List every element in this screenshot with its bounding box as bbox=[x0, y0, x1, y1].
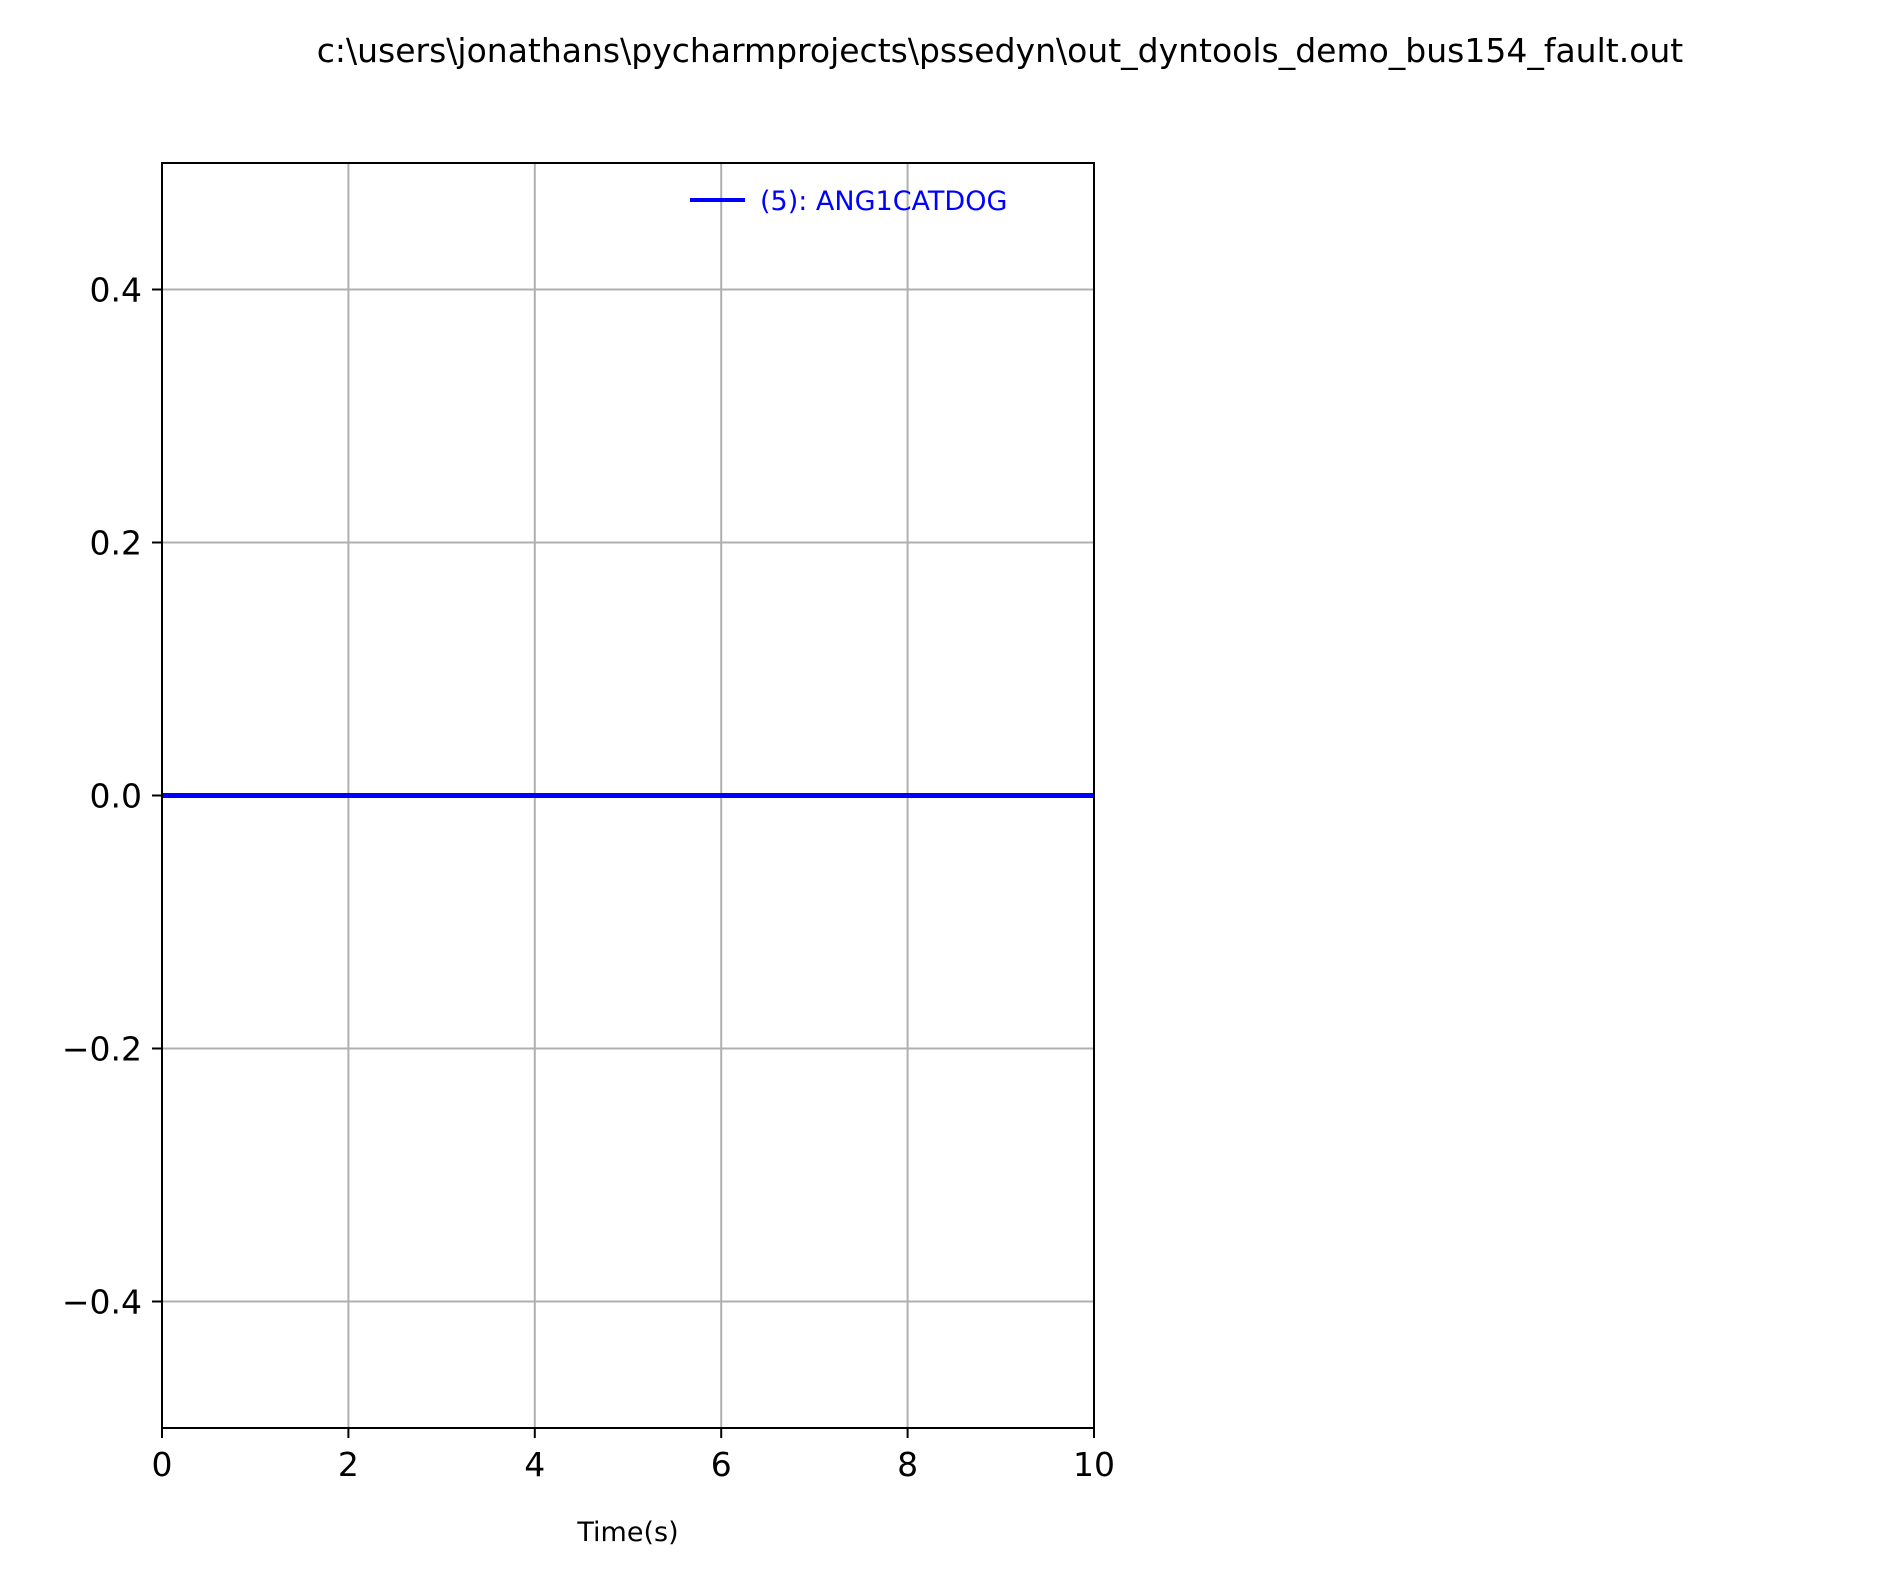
y-tick-label: −0.2 bbox=[62, 1030, 142, 1069]
y-tick-label: 0.4 bbox=[90, 271, 142, 310]
x-tick-label: 0 bbox=[152, 1445, 173, 1484]
legend-label: (5): ANG1CATDOG bbox=[760, 186, 1007, 217]
x-tick-label: 6 bbox=[711, 1445, 732, 1484]
chart-title: c:\users\jonathans\pycharmprojects\pssed… bbox=[317, 31, 1684, 70]
y-axis-ticks: 0.4 0.2 0.0 −0.2 −0.4 bbox=[62, 271, 162, 1322]
x-axis-label: Time(s) bbox=[576, 1517, 678, 1548]
legend: (5): ANG1CATDOG bbox=[690, 186, 1007, 217]
y-tick-label: 0.0 bbox=[90, 777, 142, 816]
x-tick-label: 8 bbox=[897, 1445, 918, 1484]
x-tick-label: 2 bbox=[338, 1445, 359, 1484]
y-tick-label: 0.2 bbox=[90, 524, 142, 563]
y-tick-label: −0.4 bbox=[62, 1283, 142, 1322]
x-axis-ticks: 0 2 4 6 8 10 bbox=[152, 1428, 1115, 1484]
x-tick-label: 4 bbox=[524, 1445, 545, 1484]
x-tick-label: 10 bbox=[1073, 1445, 1115, 1484]
